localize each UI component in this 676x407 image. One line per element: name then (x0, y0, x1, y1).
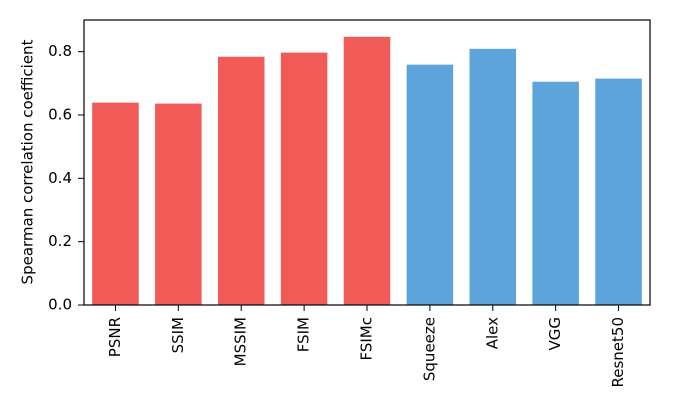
y-tick-label: 0.8 (48, 42, 72, 60)
x-tick-label: FSIMc (358, 317, 376, 361)
bar (92, 102, 139, 306)
x-tick-label: VGG (546, 317, 564, 351)
bar (343, 36, 391, 306)
y-tick-label: 0.4 (48, 169, 72, 187)
bar (280, 52, 328, 305)
y-tick-label: 0.0 (48, 296, 72, 314)
x-tick-label: Alex (483, 317, 501, 349)
x-tick-label: PSNR (106, 317, 124, 357)
y-axis-label: Spearman correlation coefficient (19, 39, 37, 284)
x-tick-label: MSSIM (232, 317, 250, 366)
bar (217, 56, 265, 305)
bar (595, 78, 642, 305)
y-tick-label: 0.2 (48, 232, 72, 250)
plot-frame (83, 19, 651, 306)
y-tick-label: 0.6 (48, 106, 72, 124)
bar (532, 81, 579, 305)
x-tick-label: FSIM (295, 317, 313, 352)
x-tick-label: Squeeze (420, 317, 438, 381)
x-tick-label: SSIM (169, 317, 187, 353)
bar (406, 64, 454, 306)
x-tick-label: Resnet50 (609, 317, 627, 388)
bar (469, 48, 517, 306)
bar (155, 103, 202, 305)
